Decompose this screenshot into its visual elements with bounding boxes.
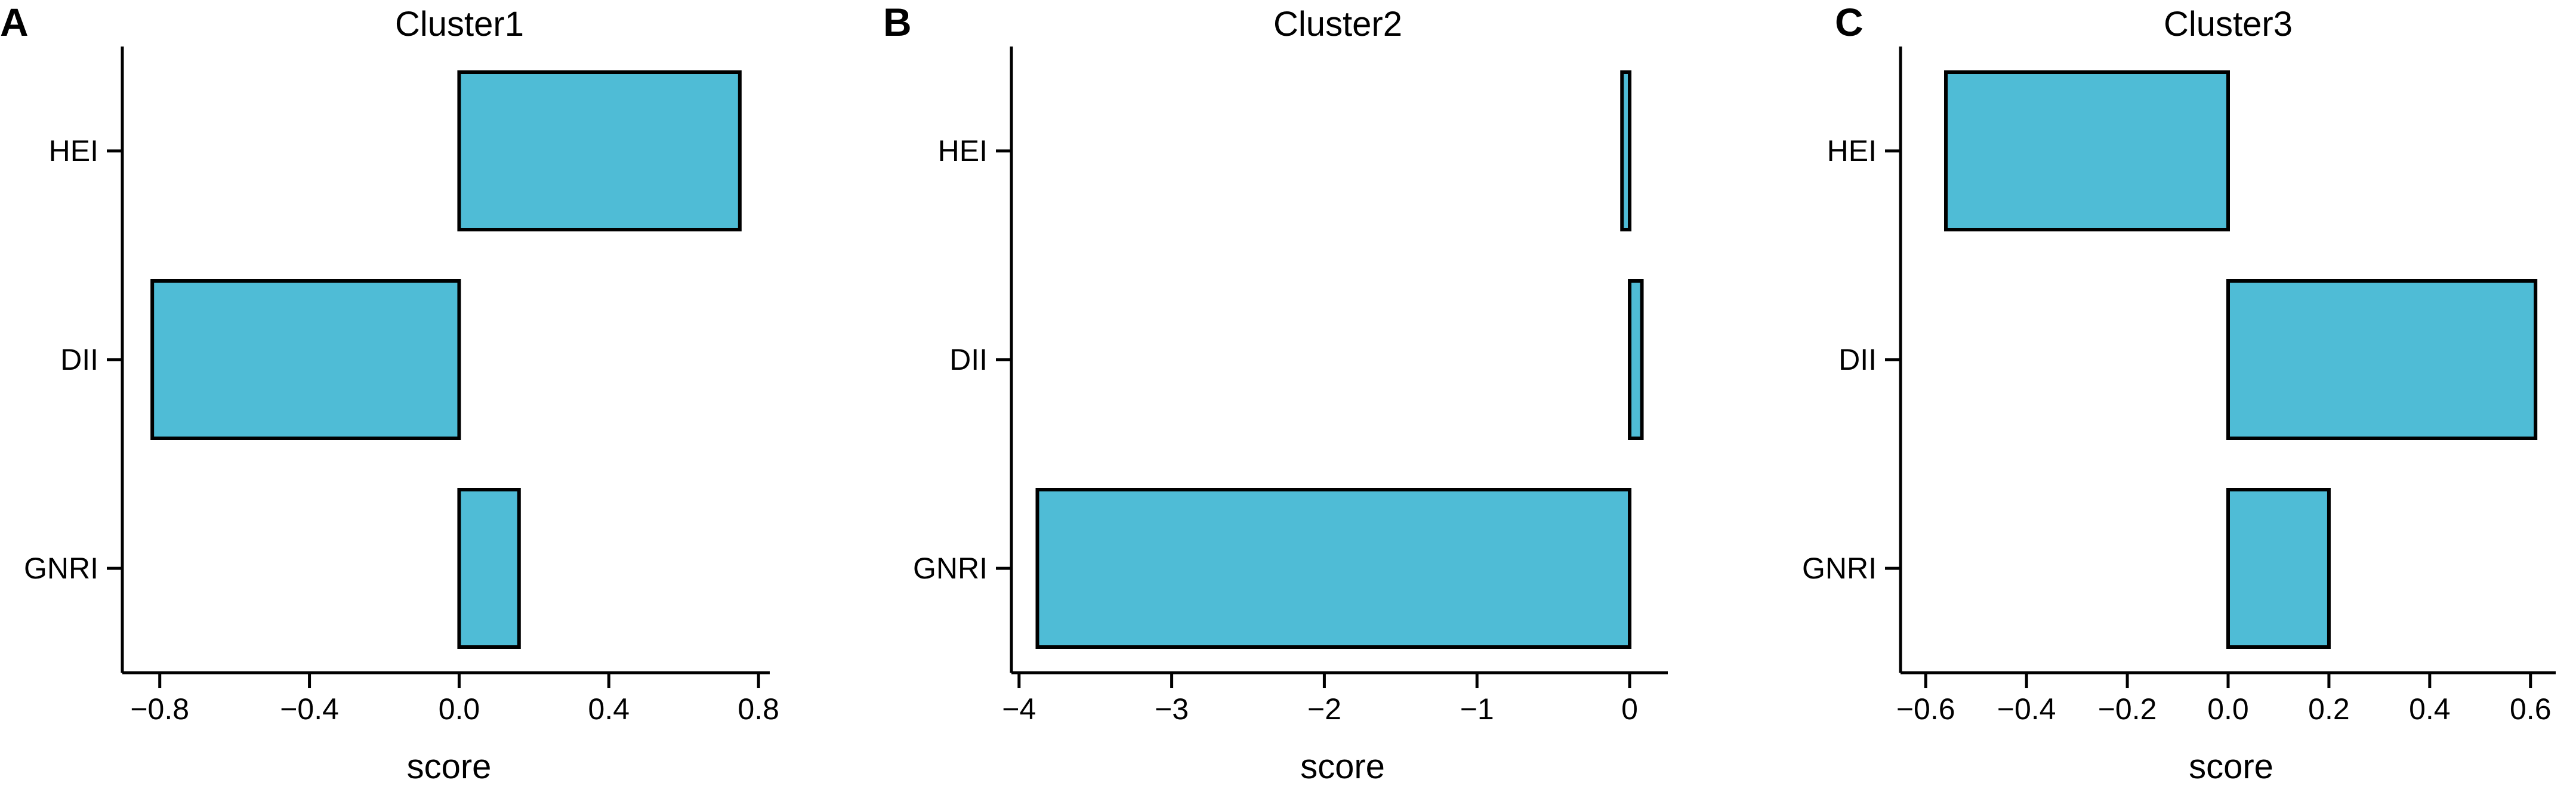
x-tick-label: 0.6 — [2510, 692, 2552, 726]
panel-title: Cluster2 — [1273, 5, 1402, 44]
panel-title: Cluster3 — [2164, 5, 2293, 44]
bar-dii — [150, 279, 461, 440]
panel-letter: A — [0, 0, 29, 44]
y-tick-label-dii: DII — [1838, 343, 1877, 376]
x-tick-label: −0.4 — [1997, 692, 2056, 726]
y-tick-label-hei: HEI — [1827, 134, 1877, 168]
chart-panel-a: A Cluster1 HEI DII GNRI −0.8 −0.4 0.0 0.4 0.8 scor… — [0, 0, 779, 786]
y-tick-label-hei: HEI — [938, 134, 988, 168]
y-tick-label-hei: HEI — [49, 134, 98, 168]
bar-dii — [1628, 279, 1644, 440]
x-axis-label: score — [1300, 747, 1385, 786]
x-tick-label: 0.2 — [2308, 692, 2350, 726]
x-tick-label: −0.2 — [2098, 692, 2157, 726]
chart-panel-c: C Cluster3 HEI DII GNRI −0.6 −0.4 −0.2 0.0 0.2 0.4… — [1802, 0, 2556, 786]
bar-hei — [1944, 70, 2230, 231]
y-tick-label-dii: DII — [949, 343, 988, 376]
x-tick-label: 0.8 — [738, 692, 779, 726]
x-tick-label: −2 — [1307, 692, 1341, 726]
x-tick-label: 0.4 — [2409, 692, 2451, 726]
panel-title: Cluster1 — [395, 5, 524, 44]
bar-gnri — [457, 488, 521, 649]
x-tick-label: 0.0 — [2207, 692, 2249, 726]
x-tick-label: 0.0 — [439, 692, 480, 726]
x-tick-label: 0.4 — [588, 692, 630, 726]
panel-letter: C — [1835, 0, 1864, 44]
x-tick-label: 0 — [1621, 692, 1638, 726]
y-tick-label-gnri: GNRI — [1802, 552, 1877, 585]
bar-dii — [2226, 279, 2538, 440]
y-tick-label-gnri: GNRI — [913, 552, 988, 585]
bar-gnri — [2226, 488, 2331, 649]
x-axis-label: score — [2189, 747, 2273, 786]
x-tick-label: −4 — [1002, 692, 1036, 726]
chart-panel-b: B Cluster2 HEI DII GNRI −4 −3 −2 −1 0 score — [883, 0, 1668, 786]
x-tick-label: −0.4 — [280, 692, 339, 726]
y-tick-label-dii: DII — [60, 343, 98, 376]
panel-letter: B — [883, 0, 912, 44]
x-tick-label: −0.6 — [1896, 692, 1955, 726]
bar-gnri — [1035, 488, 1632, 649]
x-tick-label: −1 — [1460, 692, 1494, 726]
y-tick-label-gnri: GNRI — [24, 552, 98, 585]
x-tick-label: −3 — [1155, 692, 1189, 726]
bar-hei — [1620, 70, 1632, 231]
bar-hei — [457, 70, 742, 231]
x-axis-label: score — [407, 747, 492, 786]
x-tick-label: −0.8 — [130, 692, 189, 726]
